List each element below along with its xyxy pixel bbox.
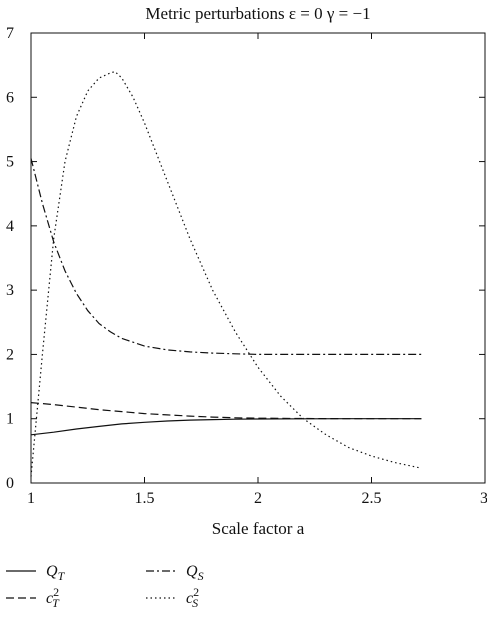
x-axis-label: Scale factor a xyxy=(212,519,305,538)
chart-title: Metric perturbations ε = 0 γ = −1 xyxy=(145,4,370,23)
y-tick-label: 4 xyxy=(6,218,14,235)
legend-label: c2 T xyxy=(46,585,60,610)
legend-label: c2 S xyxy=(186,585,199,610)
y-tick-label: 5 xyxy=(6,154,14,171)
legend-label: QS xyxy=(186,563,204,583)
series-line-qs xyxy=(30,158,422,355)
y-tick-label: 2 xyxy=(6,346,14,363)
x-tick-label: 2.5 xyxy=(362,490,382,507)
y-tick-label: 6 xyxy=(6,89,14,106)
plot-frame xyxy=(30,32,486,484)
series-line-cs2 xyxy=(30,70,422,477)
y-tick-label: 0 xyxy=(6,475,14,492)
y-tick-label: 7 xyxy=(6,25,14,42)
series-line-qt xyxy=(30,418,422,436)
y-tick-label: 3 xyxy=(6,282,14,299)
series-layer xyxy=(30,70,422,477)
legend-label: QT xyxy=(46,563,66,583)
x-tick-label: 2 xyxy=(254,490,262,507)
x-tick-label: 3 xyxy=(480,490,487,507)
x-tick-label: 1.5 xyxy=(135,490,155,507)
legend: QT c2 T QS c2 S xyxy=(6,563,204,610)
y-tick-label: 1 xyxy=(6,411,14,428)
x-tick-label: 1 xyxy=(27,490,35,507)
series-line-ct2 xyxy=(30,402,422,420)
